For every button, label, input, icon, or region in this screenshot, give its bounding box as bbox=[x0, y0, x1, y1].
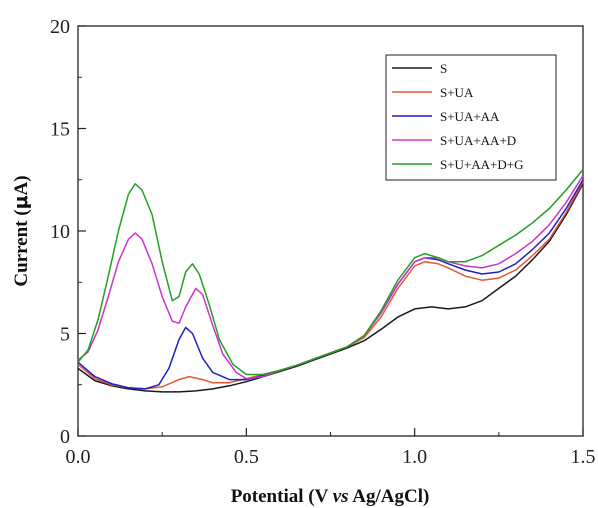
x-tick-label: 0.5 bbox=[234, 446, 259, 468]
x-tick-label: 1.5 bbox=[571, 446, 596, 468]
y-axis-title-part-1: Current ( bbox=[11, 209, 32, 286]
legend-label-1: S bbox=[440, 61, 447, 76]
x-tick-label: 0.0 bbox=[66, 446, 91, 468]
y-tick-label: 15 bbox=[50, 119, 70, 141]
series-line-3 bbox=[77, 179, 584, 390]
series-line-5 bbox=[77, 169, 584, 376]
x-tick-label: 1.0 bbox=[402, 446, 427, 468]
y-axis-title-part-3: A) bbox=[11, 175, 32, 195]
axis-ticks bbox=[77, 25, 584, 437]
series-line-4 bbox=[77, 175, 584, 380]
legend-label-4: S+UA+AA+D bbox=[440, 133, 516, 148]
x-axis-title-part-3: Ag/AgCl) bbox=[349, 486, 430, 507]
x-axis-title: Potential (V vs Ag/AgCl) bbox=[231, 486, 430, 507]
axis-tick-labels: 0.0 0.5 1.0 1.5 0 5 10 15 20 bbox=[50, 16, 596, 468]
y-tick-label: 10 bbox=[50, 221, 70, 243]
y-axis-title: Current (μA) bbox=[10, 175, 32, 286]
y-axis-title-part-2: μ bbox=[10, 195, 32, 209]
series-line-1 bbox=[77, 183, 584, 393]
x-axis-title-part-1: Potential (V bbox=[231, 486, 333, 507]
legend: S S+UA S+UA+AA S+UA+AA+D S+U+AA+D+G bbox=[385, 54, 557, 181]
y-tick-label: 0 bbox=[60, 426, 70, 448]
series-lines bbox=[77, 169, 584, 393]
legend-entries: S S+UA S+UA+AA S+UA+AA+D S+U+AA+D+G bbox=[392, 61, 524, 172]
y-tick-label: 5 bbox=[60, 324, 70, 346]
y-tick-label: 20 bbox=[50, 16, 70, 38]
series-line-2 bbox=[77, 181, 584, 390]
legend-box bbox=[385, 54, 557, 181]
legend-label-3: S+UA+AA bbox=[440, 109, 500, 124]
legend-label-5: S+U+AA+D+G bbox=[440, 157, 524, 172]
legend-label-2: S+UA bbox=[440, 85, 474, 100]
x-axis-title-part-2: vs bbox=[333, 486, 349, 507]
